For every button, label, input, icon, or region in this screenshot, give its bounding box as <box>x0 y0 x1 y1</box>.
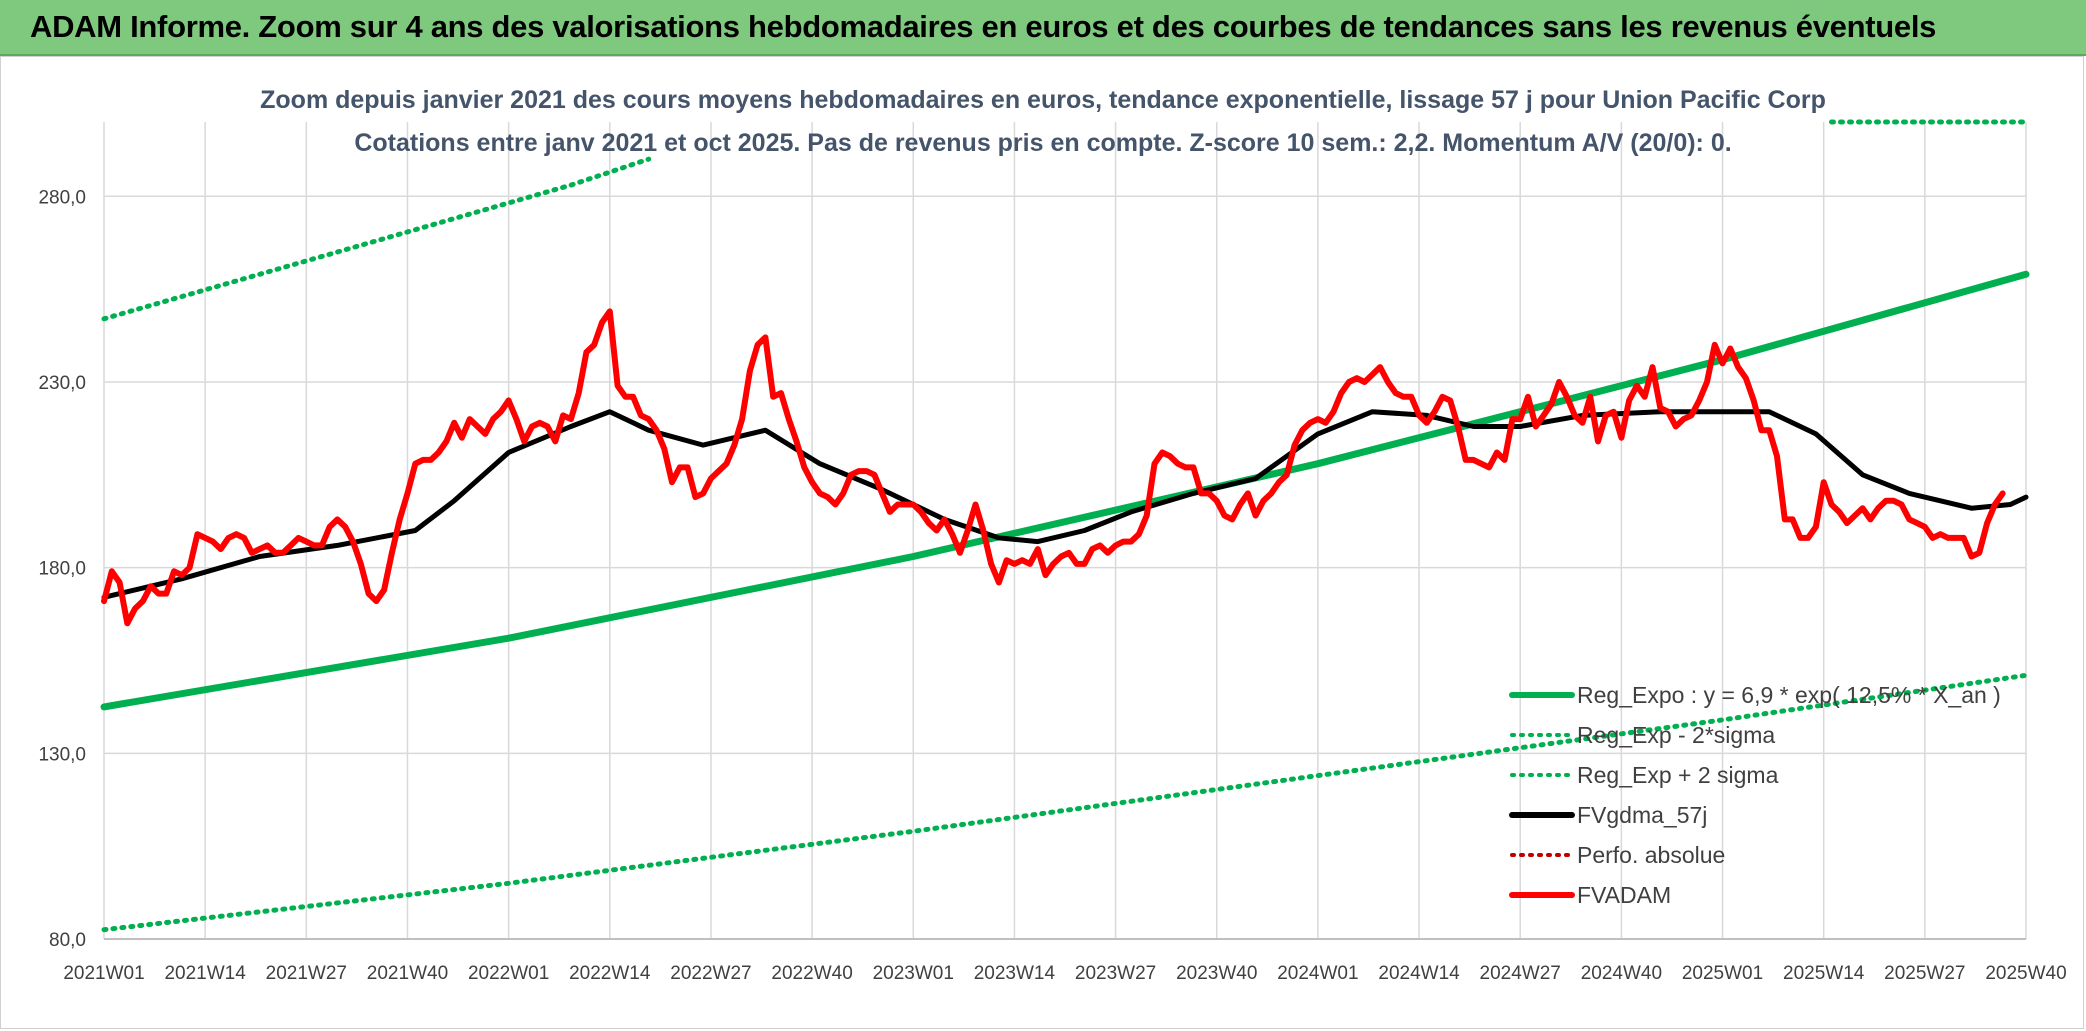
x-tick-label: 2023W40 <box>1176 963 1257 984</box>
chart-title: Zoom depuis janvier 2021 des cours moyen… <box>260 86 1826 114</box>
series-reg-exp-2-sigma <box>101 156 652 322</box>
x-tick-label: 2021W01 <box>63 963 144 984</box>
x-tick-label: 2024W27 <box>1480 963 1561 984</box>
series-reg-exp-2-sigma <box>101 672 2029 933</box>
x-tick-label: 2024W40 <box>1581 963 1662 984</box>
x-tick-label: 2023W27 <box>1075 963 1156 984</box>
x-tick-label: 2025W01 <box>1682 963 1763 984</box>
chart-frame <box>0 56 2084 1029</box>
report-banner: ADAM Informe. Zoom sur 4 ans des valoris… <box>0 0 2086 56</box>
x-tick-label: 2023W01 <box>873 963 954 984</box>
x-tick-label: 2022W40 <box>771 963 852 984</box>
x-tick-label: 2022W01 <box>468 963 549 984</box>
legend-label: FVADAM <box>1577 882 1671 908</box>
legend-label: Reg_Expo : y = 6,9 * exp( 12,5% * X_an ) <box>1577 682 2001 708</box>
series-fvgdma-57j <box>101 409 2029 600</box>
legend-label: Reg_Exp - 2*sigma <box>1577 722 1775 748</box>
x-tick-label: 2025W40 <box>1985 963 2066 984</box>
x-tick-label: 2024W14 <box>1378 963 1460 984</box>
series-fvadam <box>101 308 2006 627</box>
x-tick-label: 2022W27 <box>670 963 751 984</box>
y-tick-label: 180,0 <box>38 559 86 580</box>
legend-label: Perfo. absolue <box>1577 842 1725 868</box>
x-tick-label: 2021W27 <box>266 963 347 984</box>
x-tick-label: 2021W14 <box>164 963 246 984</box>
y-tick-label: 130,0 <box>38 744 86 765</box>
report-title: ADAM Informe. Zoom sur 4 ans des valoris… <box>30 9 1937 44</box>
y-tick-label: 80,0 <box>49 930 86 951</box>
series-reg-expo <box>100 270 2030 711</box>
x-tick-label: 2021W40 <box>367 963 448 984</box>
x-tick-label: 2025W14 <box>1783 963 1865 984</box>
y-tick-label: 230,0 <box>38 373 86 394</box>
y-tick-label: 280,0 <box>38 187 86 208</box>
x-tick-label: 2023W14 <box>974 963 1056 984</box>
chart-subtitle: Cotations entre janv 2021 et oct 2025. P… <box>354 129 1731 157</box>
x-tick-label: 2025W27 <box>1884 963 1965 984</box>
legend-label: FVgdma_57j <box>1577 802 1707 828</box>
x-tick-label: 2022W14 <box>569 963 651 984</box>
x-tick-label: 2024W01 <box>1277 963 1358 984</box>
legend-label: Reg_Exp + 2 sigma <box>1577 762 1779 788</box>
